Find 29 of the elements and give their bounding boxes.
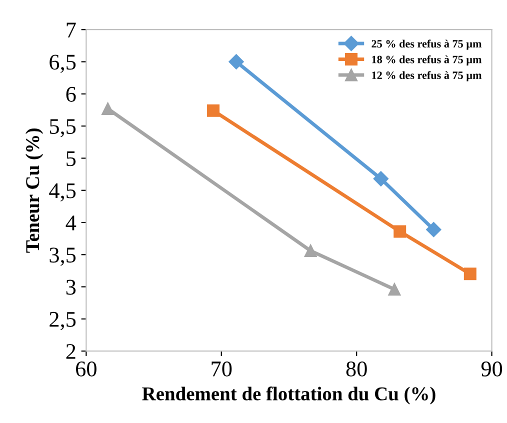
y-tick-label: 4,5	[49, 183, 76, 202]
x-tick-label: 70	[212, 361, 232, 376]
y-tick-label: 7	[66, 22, 76, 38]
point	[426, 222, 442, 238]
y-tick-label: 3	[66, 280, 76, 295]
x-tick-label: 80	[346, 361, 367, 376]
point	[102, 102, 114, 115]
x-tick-label: 90	[481, 361, 502, 376]
point	[464, 268, 476, 280]
point	[228, 54, 244, 70]
y-axis-title: Teneur Cu (%)	[26, 128, 44, 253]
x-tick-label: 60	[76, 361, 96, 376]
point	[394, 225, 406, 238]
y-tick-label: 5	[66, 151, 76, 166]
point	[304, 244, 317, 258]
point	[207, 104, 220, 117]
legend-label: 25 % des refus à 75 µm	[372, 40, 482, 50]
legend-label: 18 % des refus à 75 µm	[372, 55, 482, 66]
y-tick-label: 2	[66, 344, 76, 359]
y-tick-label: 5,5	[50, 119, 76, 138]
x-axis-title: Rendement de flottation du Cu (%)	[142, 386, 436, 404]
y-tick-label: 3,5	[50, 248, 76, 266]
point	[388, 283, 401, 296]
y-tick-label: 6	[66, 86, 76, 102]
y-tick-label: 6,5	[50, 54, 76, 73]
legend-label: 12 % des refus à 75 µm	[372, 71, 482, 82]
y-tick-label: 2,5	[50, 312, 76, 330]
point	[373, 171, 388, 186]
y-tick-label: 4	[66, 216, 76, 230]
